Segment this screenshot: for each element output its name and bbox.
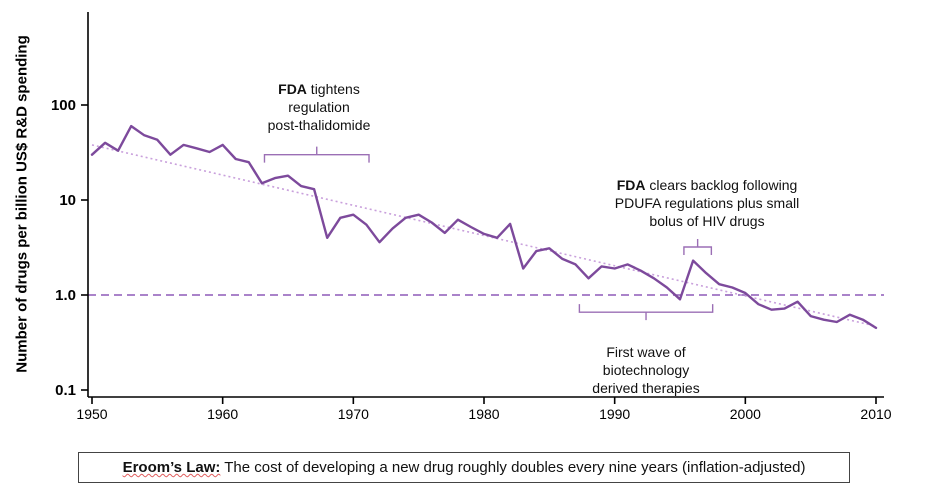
chart-canvas: 0.1 1.0 10 100 1950 1960 1970 1980 1990 2000 2010 (51, 12, 892, 422)
x-tick-label: 1960 (207, 406, 238, 422)
x-tick-label: 1970 (338, 406, 369, 422)
y-tick-label: 10 (59, 192, 76, 209)
annotation-fda-thalidomide: FDA tightens regulation post-thalidomide (230, 62, 408, 134)
annotation-bold-fda: FDA (278, 81, 307, 97)
x-tick-label: 1990 (599, 406, 630, 422)
caption-text: The cost of developing a new drug roughl… (220, 459, 806, 476)
trend-line (91, 144, 877, 327)
data-line (90, 124, 878, 330)
caption-label: Eroom’s Law: (122, 459, 221, 476)
x-tick-label: 1980 (468, 406, 499, 422)
annotation-bold-fda: FDA (616, 177, 646, 193)
x-tick-label: 2000 (730, 406, 761, 422)
annotation-biotech-wave: First wave of biotechnology derived ther… (568, 325, 724, 397)
annotation-text: First wave of biotechnology derived ther… (592, 344, 700, 396)
x-tick-label: 2010 (860, 406, 891, 422)
bracket-biotech (578, 304, 714, 321)
y-tick-label: 1.0 (55, 287, 76, 304)
annotation-fda-pdufa: FDA clears backlog following PDUFA regul… (562, 158, 852, 230)
bracket-hiv (683, 239, 713, 256)
bracket-thalidomide (263, 146, 370, 163)
annotation-text: clears backlog following PDUFA regulatio… (614, 177, 800, 229)
y-axis-title: Number of drugs per billion US$ R&D spen… (13, 35, 31, 373)
annotation-text: tightens regulation post-thalidomide (267, 81, 371, 133)
x-tick-label: 1950 (76, 406, 107, 422)
caption-box: Eroom’s Law: The cost of developing a ne… (78, 452, 850, 483)
y-tick-label: 100 (51, 97, 76, 114)
y-tick-label: 0.1 (55, 382, 76, 399)
